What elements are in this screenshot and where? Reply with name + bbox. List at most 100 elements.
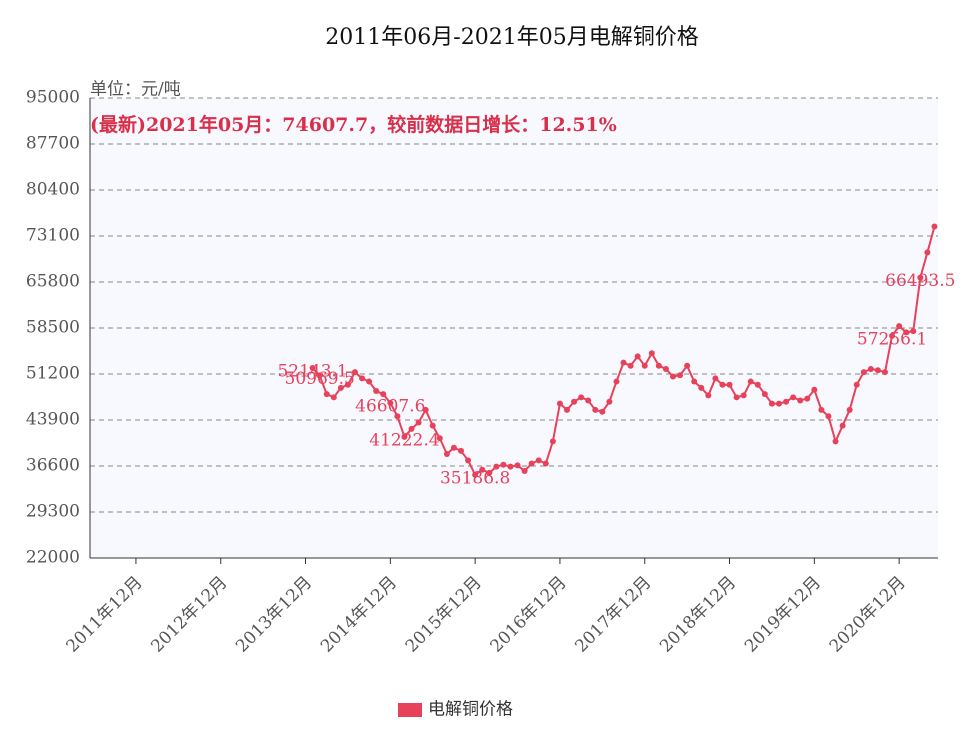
point [627, 362, 634, 369]
point [493, 463, 500, 470]
point [648, 350, 655, 357]
point [620, 359, 627, 366]
data-label: 50969.5 [285, 369, 355, 389]
y-tick-label: 87700 [26, 134, 80, 154]
data-label: 35186.8 [440, 468, 510, 488]
point [705, 392, 712, 399]
point [316, 372, 323, 379]
point [458, 447, 464, 454]
point [613, 378, 620, 385]
point [606, 398, 613, 405]
point [564, 406, 570, 413]
point [677, 372, 684, 379]
point [698, 384, 705, 391]
point [472, 471, 479, 478]
point [754, 381, 761, 388]
point [797, 397, 804, 404]
point [790, 394, 797, 401]
point [719, 381, 726, 388]
point [917, 274, 924, 281]
y-tick-label: 22000 [26, 548, 80, 568]
point [691, 378, 698, 385]
point [783, 398, 790, 405]
y-tick-label: 43900 [26, 410, 80, 430]
point [387, 399, 394, 406]
point [726, 381, 733, 388]
point [641, 362, 648, 369]
point [401, 433, 408, 440]
point [804, 395, 811, 402]
data-label: 52143.1 [277, 362, 347, 382]
x-tick-label: 2014年12月 [317, 573, 401, 657]
point [860, 369, 867, 376]
point [507, 463, 514, 470]
x-tick-label: 2013年12月 [232, 573, 316, 657]
annotation: (最新)2021年05月：74607.7，较前数据日增长：12.51% [90, 113, 617, 136]
point [747, 378, 754, 385]
point [380, 391, 387, 398]
point [684, 362, 691, 369]
point [874, 367, 881, 374]
point [323, 391, 330, 398]
x-tick-label: 2017年12月 [571, 573, 655, 657]
point [542, 460, 549, 467]
x-tick-label: 2011年12月 [63, 573, 147, 657]
data-label: 66493.5 [885, 271, 955, 291]
point [500, 461, 507, 468]
point [422, 406, 429, 413]
point [359, 375, 366, 382]
x-tick-label: 2016年12月 [487, 573, 571, 657]
point [465, 457, 472, 464]
point [535, 457, 542, 464]
point [634, 353, 641, 360]
point [337, 384, 344, 391]
point [486, 469, 493, 476]
y-tick-label: 65800 [26, 272, 80, 292]
point [776, 400, 782, 407]
point [366, 378, 373, 385]
point [394, 413, 401, 420]
point [436, 435, 443, 442]
point [309, 365, 316, 372]
x-tick-label: 2019年12月 [741, 573, 825, 657]
y-tick-label: 29300 [26, 502, 80, 522]
data-label: 41222.4 [369, 430, 439, 450]
point [599, 408, 606, 415]
point [662, 365, 669, 372]
point [853, 381, 860, 388]
point [740, 392, 747, 399]
point [768, 400, 775, 407]
point [330, 394, 337, 401]
y-tick-label: 95000 [26, 88, 80, 108]
legend-swatch [398, 703, 422, 717]
data-label: 57256.1 [857, 329, 927, 349]
point [761, 391, 768, 398]
point [429, 422, 436, 429]
point [556, 400, 563, 407]
chart-title: 2011年06月-2021年05月电解铜价格 [325, 25, 698, 50]
point [903, 329, 910, 336]
point [352, 369, 358, 376]
point [655, 362, 662, 369]
point [889, 332, 896, 339]
y-tick-label: 80400 [26, 180, 80, 200]
point [514, 462, 521, 469]
point [549, 438, 556, 445]
point [578, 394, 585, 401]
point [521, 468, 528, 475]
y-tick-label: 51200 [26, 364, 80, 384]
point [443, 451, 450, 458]
legend-label: 电解铜价格 [428, 700, 513, 720]
point [450, 444, 457, 451]
x-tick-label: 2018年12月 [656, 573, 740, 657]
point [832, 438, 839, 445]
point [811, 386, 818, 393]
point [882, 369, 888, 376]
point [931, 223, 938, 230]
y-tick-label: 58500 [26, 318, 80, 338]
x-tick-label: 2020年12月 [826, 573, 910, 657]
point [670, 373, 676, 380]
point [528, 460, 535, 467]
